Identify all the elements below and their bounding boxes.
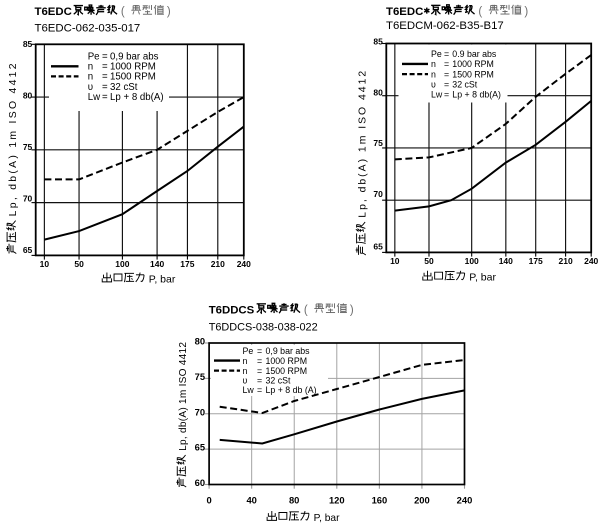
svg-text:(: ( — [121, 6, 125, 18]
svg-text:=: = — [444, 59, 449, 69]
svg-text:(: ( — [304, 305, 308, 317]
svg-text:32 cSt: 32 cSt — [266, 375, 291, 385]
svg-text:Pe: Pe — [243, 346, 254, 356]
svg-text:80: 80 — [373, 87, 383, 97]
svg-text:85: 85 — [373, 37, 383, 47]
svg-text:Pe: Pe — [431, 49, 442, 59]
svg-text:1000 RPM: 1000 RPM — [266, 356, 308, 366]
svg-text:0,9 bar abs: 0,9 bar abs — [266, 346, 311, 356]
svg-text:65: 65 — [195, 442, 205, 453]
svg-text:160: 160 — [372, 495, 388, 506]
svg-text:=: = — [257, 385, 262, 395]
svg-text:=: = — [102, 62, 108, 73]
svg-text:(: ( — [478, 6, 482, 18]
svg-text:Lw: Lw — [88, 92, 101, 103]
svg-text:0: 0 — [206, 495, 211, 506]
svg-text:υ: υ — [431, 79, 436, 89]
svg-text:80: 80 — [23, 91, 33, 101]
svg-text:P, bar: P, bar — [314, 513, 340, 524]
svg-text:80: 80 — [195, 336, 205, 347]
svg-text:240: 240 — [584, 256, 598, 266]
svg-text:=: = — [102, 82, 108, 93]
svg-text:P, bar: P, bar — [149, 273, 176, 285]
svg-text:70: 70 — [23, 194, 33, 204]
svg-text:100: 100 — [115, 259, 129, 269]
svg-text:T6EDC: T6EDC — [386, 6, 423, 18]
svg-text:Lp + 8 db (A): Lp + 8 db (A) — [266, 385, 317, 395]
svg-text:60: 60 — [195, 477, 205, 488]
svg-text:75: 75 — [373, 138, 383, 148]
svg-text:50: 50 — [74, 259, 84, 269]
svg-text:10: 10 — [40, 259, 50, 269]
svg-text:70: 70 — [195, 406, 205, 417]
svg-text:=: = — [444, 49, 449, 59]
svg-text:n: n — [431, 69, 436, 79]
svg-text:80: 80 — [289, 495, 299, 506]
svg-text:75: 75 — [23, 142, 33, 152]
svg-text:1500 RPM: 1500 RPM — [266, 366, 308, 376]
svg-text:50: 50 — [424, 256, 434, 266]
svg-text:n: n — [431, 59, 436, 69]
svg-text:T6DDCS: T6DDCS — [209, 304, 255, 316]
svg-text:32 cSt: 32 cSt — [452, 79, 477, 89]
svg-text:n: n — [243, 356, 248, 366]
svg-text:100: 100 — [465, 256, 479, 266]
svg-text:210: 210 — [559, 256, 573, 266]
svg-text:=: = — [102, 72, 108, 83]
svg-text:=: = — [444, 90, 449, 100]
svg-text:Lw: Lw — [243, 385, 255, 395]
svg-text:T6EDC-062-035-017: T6EDC-062-035-017 — [35, 23, 141, 35]
svg-text:=: = — [444, 69, 449, 79]
svg-text:=: = — [257, 366, 262, 376]
svg-text:P, bar: P, bar — [469, 272, 496, 284]
svg-text:Lw: Lw — [431, 90, 443, 100]
svg-text:Lp + 8 db(A): Lp + 8 db(A) — [110, 92, 164, 103]
svg-text:Pe: Pe — [88, 52, 100, 63]
svg-text:): ) — [350, 305, 354, 317]
svg-text:=: = — [257, 346, 262, 356]
svg-text:0,9 bar abs: 0,9 bar abs — [110, 52, 159, 63]
svg-text:175: 175 — [180, 259, 194, 269]
svg-text:1500 RPM: 1500 RPM — [452, 69, 494, 79]
svg-text:Lp, db(A) 1m ISO 4412: Lp, db(A) 1m ISO 4412 — [358, 69, 369, 218]
svg-text:n: n — [88, 72, 93, 83]
svg-text:65: 65 — [23, 245, 33, 255]
svg-text:85: 85 — [23, 39, 33, 49]
svg-text:T6EDCM-062-B35-B17: T6EDCM-062-B35-B17 — [386, 20, 504, 32]
svg-text:Lp, db(A) 1m ISO 4412: Lp, db(A) 1m ISO 4412 — [8, 61, 19, 216]
svg-text:120: 120 — [329, 495, 345, 506]
svg-text:32 cSt: 32 cSt — [110, 82, 138, 93]
svg-text:10: 10 — [390, 256, 400, 266]
svg-text:210: 210 — [211, 259, 225, 269]
svg-text:175: 175 — [529, 256, 543, 266]
svg-text:T6DDCS-038-038-022: T6DDCS-038-038-022 — [209, 322, 318, 334]
svg-text:1500 RPM: 1500 RPM — [110, 72, 156, 83]
svg-text:=: = — [257, 356, 262, 366]
svg-text:=: = — [257, 375, 262, 385]
svg-text:T6EDC: T6EDC — [35, 6, 72, 18]
svg-text:n: n — [88, 62, 93, 73]
svg-text:0.9 bar abs: 0.9 bar abs — [452, 49, 497, 59]
svg-text:70: 70 — [373, 189, 383, 199]
svg-text:Lp, db(A) 1m ISO 4412: Lp, db(A) 1m ISO 4412 — [178, 342, 189, 451]
svg-text:=: = — [102, 92, 108, 103]
svg-text:140: 140 — [499, 256, 513, 266]
svg-text:=: = — [444, 79, 449, 89]
svg-text:65: 65 — [373, 242, 383, 252]
svg-text:1000 RPM: 1000 RPM — [110, 62, 156, 73]
svg-text:140: 140 — [150, 259, 164, 269]
svg-text:υ: υ — [88, 82, 93, 93]
svg-text:75: 75 — [195, 371, 205, 382]
svg-text:240: 240 — [237, 259, 251, 269]
svg-text:240: 240 — [457, 495, 473, 506]
svg-text:Lp + 8 db(A): Lp + 8 db(A) — [452, 90, 501, 100]
svg-text:=: = — [102, 52, 108, 63]
svg-text:1000 RPM: 1000 RPM — [452, 59, 494, 69]
svg-text:): ) — [167, 6, 171, 18]
svg-text:200: 200 — [414, 495, 430, 506]
svg-text:n: n — [243, 366, 248, 376]
svg-text:40: 40 — [246, 495, 256, 506]
svg-text:υ: υ — [243, 375, 248, 385]
svg-text:): ) — [524, 6, 528, 18]
